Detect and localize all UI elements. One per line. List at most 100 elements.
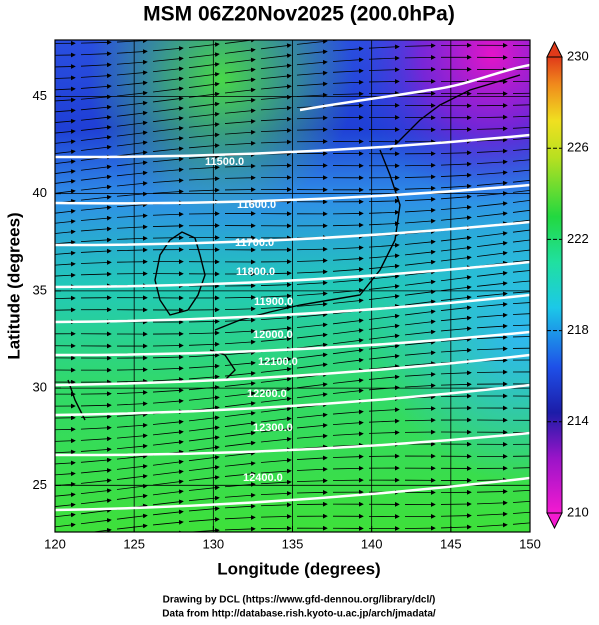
streamline [476,114,508,120]
streamline [116,70,148,76]
streamline [260,73,292,80]
streamline [260,457,292,463]
streamline [55,492,76,498]
streamline [188,176,220,182]
streamline [116,40,148,44]
contour-label: 12300.0 [253,422,293,434]
streamline [476,137,508,143]
y-tick-label: 25 [33,477,47,492]
streamline [368,242,400,248]
streamline [80,184,112,191]
contour-line [55,133,530,159]
streamline [260,105,292,111]
streamline [404,239,436,245]
streamline [512,280,530,283]
streamline [188,165,220,170]
streamline [404,417,436,423]
colorbar-extend [546,40,563,58]
streamline [404,289,436,296]
streamline [332,338,364,345]
streamline [404,319,436,326]
streamline [152,146,184,152]
streamline [80,468,112,474]
streamline [55,75,76,81]
streamline [188,319,220,324]
streamline [224,515,256,520]
streamline [368,333,400,340]
streamline [188,415,220,422]
streamline [512,199,530,203]
colorbar: 210 214 218 222 226 230 [546,40,589,530]
streamline [512,259,530,263]
streamline [188,62,220,69]
streamline [260,84,292,90]
streamline [224,440,256,447]
streamline [404,329,436,336]
streamline [332,420,364,426]
streamline [332,318,364,325]
y-tick-label: 40 [33,185,47,200]
streamline [188,506,220,512]
streamline [332,431,364,437]
streamline [224,401,256,408]
streamline [405,34,435,35]
contour-line [55,293,530,324]
streamline [260,336,292,342]
streamline [512,115,530,118]
streamline [116,247,148,253]
streamline [404,299,436,306]
streamline [260,53,292,60]
streamline [152,126,184,132]
streamline [116,170,148,177]
streamline [152,459,184,466]
streamline [80,447,112,452]
streamline [512,239,530,243]
streamline [512,313,530,315]
streamline [476,148,508,154]
contour-label: 11700.0 [235,237,274,249]
streamline [476,126,508,132]
streamline [55,208,76,214]
streamline [116,390,148,395]
x-tick-label: 135 [282,536,304,551]
streamline [404,406,436,411]
streamline [55,460,76,466]
contour-label: 11900.0 [254,296,293,308]
streamline [116,443,148,450]
streamline [152,211,184,217]
colorbar-tick-label: 218 [567,322,589,337]
streamline [80,125,112,131]
streamline [225,30,255,34]
streamline [152,519,184,526]
streamline [512,190,530,193]
streamline [224,306,256,312]
streamline [512,159,530,162]
streamline [55,149,76,155]
streamline [80,457,112,463]
streamline [116,49,148,54]
streamline [476,291,508,297]
streamline [80,226,112,232]
streamline [368,364,400,370]
streamline [260,502,292,508]
streamline [404,185,436,191]
contour-label: 12400.0 [243,472,283,484]
streamline [476,369,508,375]
streamline [477,535,507,537]
streamline [80,84,112,89]
streamline [368,79,400,84]
streamline [116,493,148,500]
streamline [440,370,472,376]
streamline [332,388,364,394]
streamline [368,55,400,61]
streamline [188,154,220,159]
streamline [260,282,292,288]
streamline [152,116,184,123]
streamline [440,524,472,530]
streamline [152,136,184,142]
streamline [260,270,292,276]
streamline [80,62,112,68]
x-tick-label: 150 [519,536,541,551]
streamline [152,343,184,348]
streamline [260,116,292,122]
